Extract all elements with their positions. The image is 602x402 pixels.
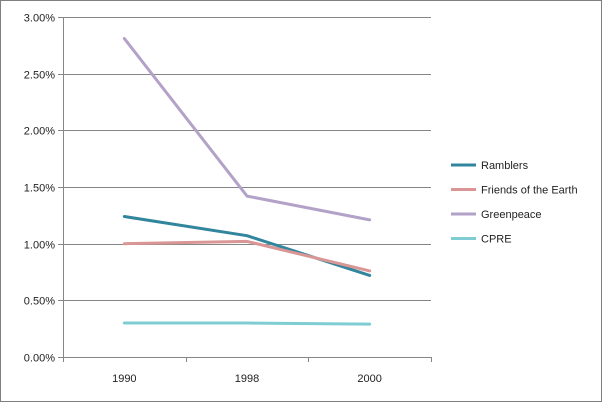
y-tick-label: 2.00% bbox=[24, 126, 55, 138]
legend-label: Friends of the Earth bbox=[481, 185, 578, 197]
x-tick-label: 1998 bbox=[235, 373, 259, 385]
legend-label: Ramblers bbox=[481, 160, 529, 172]
gridlines bbox=[63, 17, 431, 301]
x-tick-label: 1990 bbox=[112, 373, 136, 385]
y-tick-label: 1.50% bbox=[24, 183, 55, 195]
x-axis-ticks: 1990 1998 2000 bbox=[63, 357, 432, 385]
y-tick-label: 0.50% bbox=[24, 296, 55, 308]
legend-label: CPRE bbox=[481, 234, 512, 246]
y-axis-ticks: 0.00% 0.50% 1.00% 1.50% 2.00% 2.50% 3.00% bbox=[24, 13, 63, 365]
y-tick-label: 3.00% bbox=[24, 13, 55, 25]
legend-label: Greenpeace bbox=[481, 209, 542, 221]
y-tick-label: 2.50% bbox=[24, 70, 55, 82]
series-line-cpre bbox=[122, 321, 372, 326]
x-tick-label: 2000 bbox=[357, 373, 381, 385]
series-line-greenpeace bbox=[122, 37, 372, 222]
series-lines bbox=[122, 37, 372, 326]
legend: Ramblers Friends of the Earth Greenpeace CP… bbox=[451, 160, 578, 246]
y-tick-label: 0.00% bbox=[24, 353, 55, 365]
y-tick-label: 1.00% bbox=[24, 240, 55, 252]
axes bbox=[63, 17, 431, 358]
series-line-ramblers bbox=[122, 215, 372, 277]
series-line-friends-of-the-earth bbox=[122, 239, 372, 273]
